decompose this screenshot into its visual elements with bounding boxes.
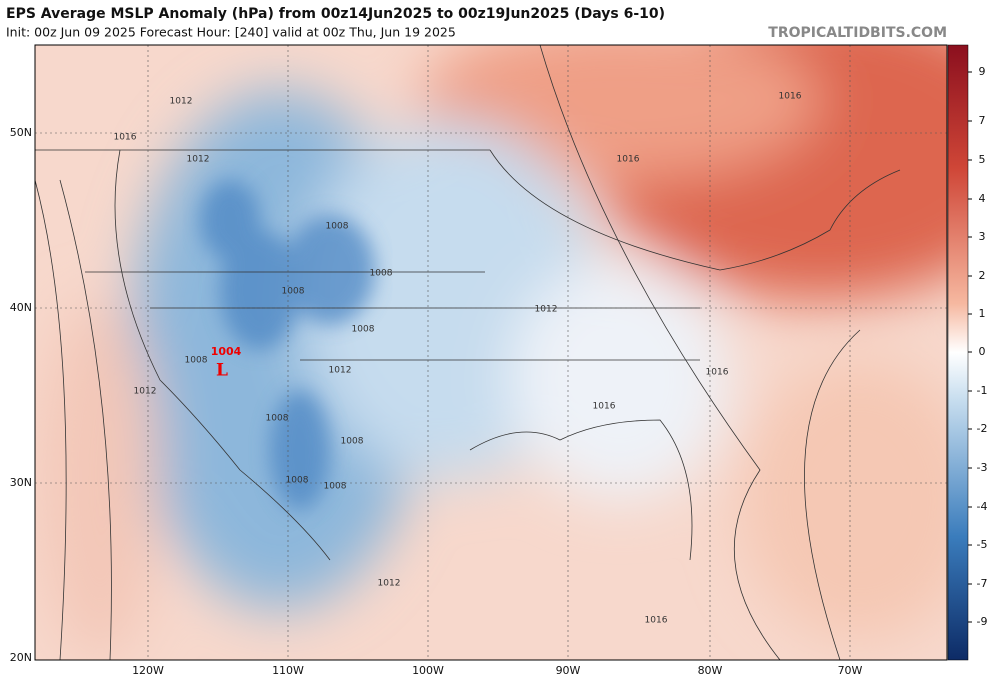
map — [35, 45, 947, 660]
isobar-label: 1016 — [593, 402, 616, 412]
isobar-label: 1008 — [266, 414, 289, 424]
isobar-label: 1016 — [779, 92, 802, 102]
low-pressure: 1004 — [211, 345, 242, 358]
colorbar-label: -4 — [977, 500, 988, 513]
isobar-label: 1016 — [617, 155, 640, 165]
lon-label: 80W — [698, 664, 723, 677]
isobar-label: 1008 — [370, 269, 393, 279]
colorbar-label: 5 — [979, 153, 986, 166]
colorbar-label: 3 — [979, 230, 986, 243]
colorbar-label: -1 — [977, 384, 988, 397]
subtitle: Init: 00z Jun 09 2025 Forecast Hour: [24… — [6, 25, 456, 40]
colorbar-label: -7 — [977, 577, 988, 590]
isobar-label: 1008 — [282, 287, 305, 297]
isobar-label: 1008 — [341, 437, 364, 447]
colorbar-label: 1 — [979, 307, 986, 320]
lat-label: 20N — [10, 651, 32, 664]
isobar-label: 1016 — [114, 133, 137, 143]
lat-label: 40N — [10, 301, 32, 314]
lon-label: 100W — [412, 664, 444, 677]
colorbar-label: 9 — [979, 65, 986, 78]
lat-label: 50N — [10, 126, 32, 139]
isobar-label: 1008 — [326, 222, 349, 232]
isobar-label: 1012 — [187, 155, 210, 165]
isobar-label: 1012 — [134, 387, 157, 397]
lon-label: 70W — [838, 664, 863, 677]
map-frame — [34, 44, 948, 661]
lon-label: 90W — [556, 664, 581, 677]
colorbar — [947, 44, 969, 661]
isobar-label: 1008 — [352, 325, 375, 335]
colorbar-label: -2 — [977, 422, 988, 435]
isobar-label: 1012 — [329, 366, 352, 376]
low-symbol: L — [216, 361, 228, 381]
colorbar-label: 0 — [979, 345, 986, 358]
lat-label: 30N — [10, 476, 32, 489]
colorbar-label: 7 — [979, 114, 986, 127]
isobar-label: 1016 — [706, 368, 729, 378]
isobar-label: 1016 — [645, 616, 668, 626]
colorbar-label: -3 — [977, 461, 988, 474]
isobar-label: 1008 — [185, 356, 208, 366]
isobar-label: 1012 — [535, 305, 558, 315]
colorbar-label: -9 — [977, 615, 988, 628]
colorbar-label: -5 — [977, 538, 988, 551]
colorbar-label: 4 — [979, 192, 986, 205]
lon-label: 110W — [272, 664, 304, 677]
title: EPS Average MSLP Anomaly (hPa) from 00z1… — [6, 6, 665, 22]
isobar-label: 1012 — [170, 97, 193, 107]
isobar-label: 1012 — [378, 579, 401, 589]
source: TROPICALTIDBITS.COM — [768, 25, 947, 41]
colorbar-label: 2 — [979, 269, 986, 282]
lon-label: 120W — [132, 664, 164, 677]
isobar-label: 1008 — [324, 482, 347, 492]
isobar-label: 1008 — [286, 476, 309, 486]
